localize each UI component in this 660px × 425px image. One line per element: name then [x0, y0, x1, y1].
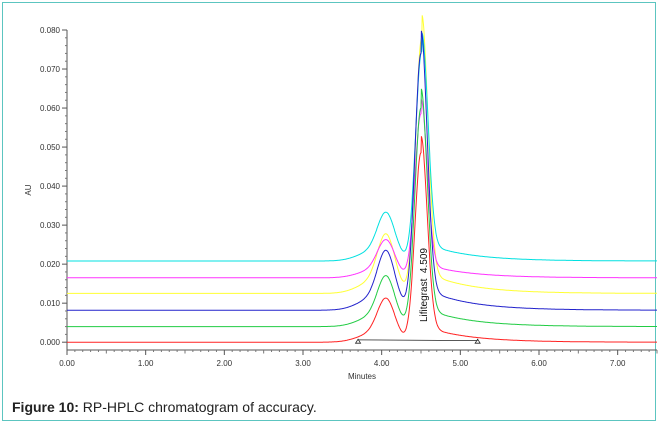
- series-line: [67, 30, 657, 311]
- y-tick-label: 0.020: [40, 260, 61, 269]
- y-tick-label: 0.070: [40, 65, 61, 74]
- peak-retention-time: 4.509: [419, 248, 430, 273]
- annotations: Lifitegrast 4.509: [354, 248, 481, 344]
- series-line: [67, 88, 657, 328]
- x-axis-title: Minutes: [348, 372, 376, 381]
- baseline-marker: [354, 338, 362, 344]
- x-tick-label: 7.00: [610, 359, 626, 368]
- y-tick-label: 0.000: [40, 338, 61, 347]
- y-tick-label: 0.040: [40, 182, 61, 191]
- peak-name: Lifitegrast: [419, 278, 430, 322]
- y-tick-label: 0.050: [40, 143, 61, 152]
- series-line: [67, 99, 657, 279]
- y-tick-label: 0.060: [40, 104, 61, 113]
- series-lines: [67, 15, 657, 343]
- series-line: [67, 136, 657, 343]
- integration-baseline: [358, 339, 478, 342]
- peak-annotation: Lifitegrast 4.509: [419, 248, 430, 322]
- y-axis-title: AU: [24, 184, 33, 195]
- y-tick-label: 0.080: [40, 26, 61, 35]
- x-tick-label: 3.00: [295, 359, 311, 368]
- baseline-marker: [474, 338, 481, 344]
- caption-text: RP-HPLC chromatogram of accuracy.: [78, 399, 317, 415]
- x-tick-label: 6.00: [531, 359, 547, 368]
- figure-caption: Figure 10: RP-HPLC chromatogram of accur…: [12, 399, 317, 415]
- figure-frame: [2, 2, 656, 421]
- x-tick-label: 2.00: [217, 359, 233, 368]
- x-tick-label: 1.00: [138, 359, 154, 368]
- x-tick-label: 4.00: [374, 359, 390, 368]
- axes: 0.000 0.010 0.020 0.030 0.040 0.050 0.060 0.070…: [24, 26, 658, 381]
- y-tick-label: 0.010: [40, 299, 61, 308]
- series-line: [67, 15, 657, 294]
- chromatogram-chart: 0.000 0.010 0.020 0.030 0.040 0.050 0.060 0.070…: [24, 15, 658, 381]
- y-tick-label: 0.030: [40, 221, 61, 230]
- caption-label: Figure 10:: [12, 399, 79, 415]
- series-line: [67, 32, 657, 262]
- x-tick-label: 5.00: [453, 359, 469, 368]
- x-tick-label: 0.00: [59, 359, 75, 368]
